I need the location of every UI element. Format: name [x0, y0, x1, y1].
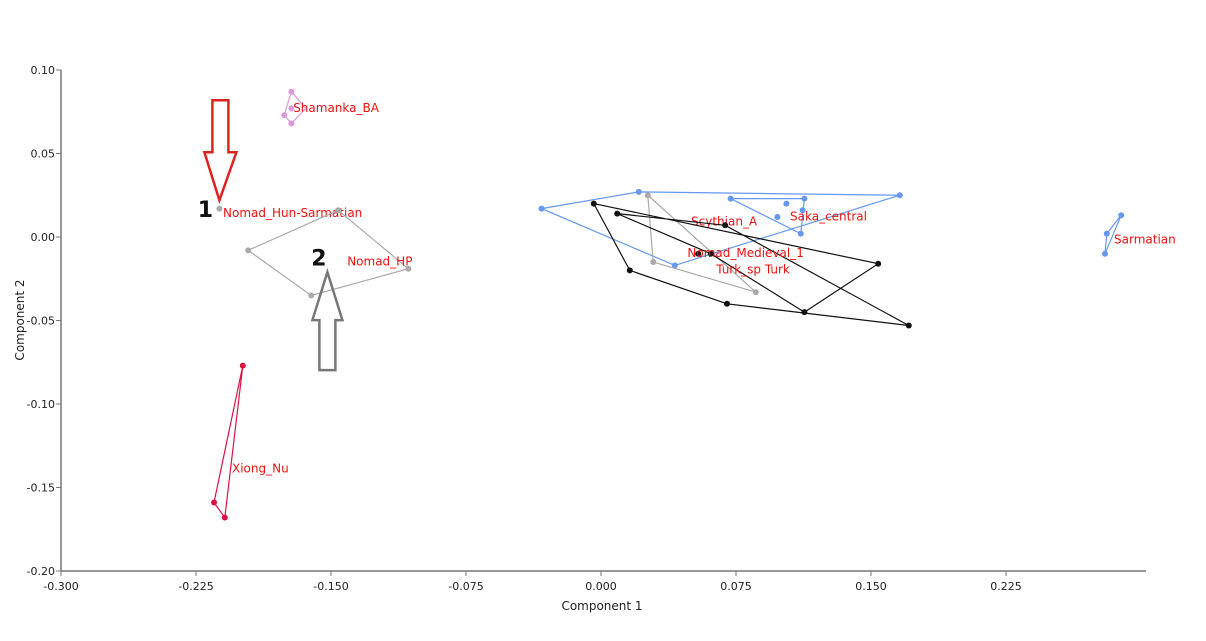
data-point [1103, 230, 1110, 237]
data-point [635, 188, 642, 195]
inner-hull-outline [730, 197, 806, 235]
point-label: Turk_sp Turk [715, 263, 790, 277]
series-saka-central: Saka_central [538, 188, 903, 269]
series-xiong-nu: Xiong_Nu [211, 362, 289, 521]
series-sarmatian: Sarmatian [1102, 212, 1176, 257]
x-tick-label: -0.075 [448, 580, 483, 593]
series-nomad-hun-sarmatian: Nomad_Hun-Sarmatian [216, 205, 362, 220]
data-point [650, 259, 657, 266]
annotation-number: 1 [198, 198, 213, 223]
hull-outline [213, 365, 244, 520]
data-point [216, 205, 223, 212]
annotation-number: 2 [311, 246, 326, 271]
data-point [905, 322, 912, 329]
data-point [724, 300, 730, 307]
y-tick-label: -0.15 [27, 482, 55, 495]
arrow-up-icon [310, 267, 345, 372]
series-scythian-a: Scythian_A [644, 192, 759, 296]
y-ticks: 0.10 0.05 0.00 -0.05 -0.10 -0.15 -0.20 [27, 64, 61, 578]
series-nomad-medieval-1: Nomad_Medieval_1 [590, 200, 912, 329]
series-turk-sp-turk: Turk_sp Turk [715, 263, 790, 277]
data-point [335, 207, 342, 214]
data-point [626, 267, 633, 274]
data-point [695, 250, 702, 257]
x-tick-label: -0.150 [313, 580, 348, 593]
data-point [783, 200, 790, 207]
hull-outline [246, 209, 410, 297]
data-point [875, 260, 882, 267]
data-point [614, 210, 621, 217]
point-label: Shamanka_BA [293, 101, 380, 115]
data-point [722, 222, 729, 229]
x-tick-label: 0.000 [585, 580, 617, 593]
annotations: 12 [198, 99, 345, 372]
y-tick-label: 0.00 [31, 231, 56, 244]
series-shamanka-ba: Shamanka_BA [281, 88, 380, 127]
data-point [405, 265, 412, 272]
data-point [538, 205, 545, 212]
y-tick-label: -0.10 [27, 398, 55, 411]
data-point [801, 309, 808, 316]
data-point [245, 247, 252, 254]
point-label: Nomad_Hun-Sarmatian [223, 206, 362, 220]
y-tick-label: 0.05 [31, 148, 56, 161]
data-point [288, 105, 295, 112]
x-tick-label: -0.300 [43, 580, 78, 593]
data-point [221, 514, 228, 521]
x-tick-label: -0.225 [178, 580, 213, 593]
data-point [799, 207, 806, 214]
y-tick-label: 0.10 [31, 64, 56, 77]
point-label: Nomad_HP [347, 254, 412, 268]
data-point [308, 292, 315, 299]
hull-outline [647, 193, 757, 293]
data-point [281, 112, 288, 119]
data-point [239, 362, 246, 369]
point-label: Xiong_Nu [232, 461, 289, 475]
point-label: Sarmatian [1114, 233, 1176, 247]
point-label: Nomad_Medieval_1 [687, 246, 803, 260]
data-point [211, 499, 217, 506]
data-point [288, 88, 295, 95]
data-point [707, 250, 714, 257]
series-nomad-hp: Nomad_HP [245, 207, 412, 299]
point-label: Scythian_A [691, 214, 758, 228]
data-point [774, 213, 781, 220]
hull-outline [1104, 214, 1122, 254]
x-tick-label: 0.150 [855, 580, 887, 593]
data-point [671, 262, 678, 269]
data-point [590, 200, 597, 207]
hull-outline [592, 202, 910, 327]
y-tick-label: -0.05 [27, 315, 55, 328]
x-axis-title: Component 1 [561, 599, 642, 613]
data-point [801, 195, 808, 202]
x-tick-label: 0.225 [990, 580, 1022, 593]
plot-area: Shamanka_BA Nomad_Hun-Sarmatian Nomad_HP Xi… [211, 88, 1176, 521]
data-point [797, 230, 804, 237]
data-point [752, 289, 759, 296]
data-point [288, 120, 295, 127]
arrow-down-icon [202, 99, 239, 205]
data-point [1118, 212, 1125, 219]
data-point [1102, 250, 1108, 257]
x-tick-label: 0.075 [720, 580, 752, 593]
data-point [727, 195, 734, 202]
data-point [644, 192, 651, 199]
data-point [896, 192, 903, 199]
axes: -0.300 -0.225 -0.150 -0.075 0.000 0.075 0.150 0… [13, 64, 1146, 613]
y-axis-title: Component 2 [13, 279, 27, 360]
y-tick-label: -0.20 [27, 565, 55, 578]
point-label: Saka_central [790, 209, 867, 223]
x-ticks: -0.300 -0.225 -0.150 -0.075 0.000 0.075 0.150 0… [43, 571, 1022, 593]
